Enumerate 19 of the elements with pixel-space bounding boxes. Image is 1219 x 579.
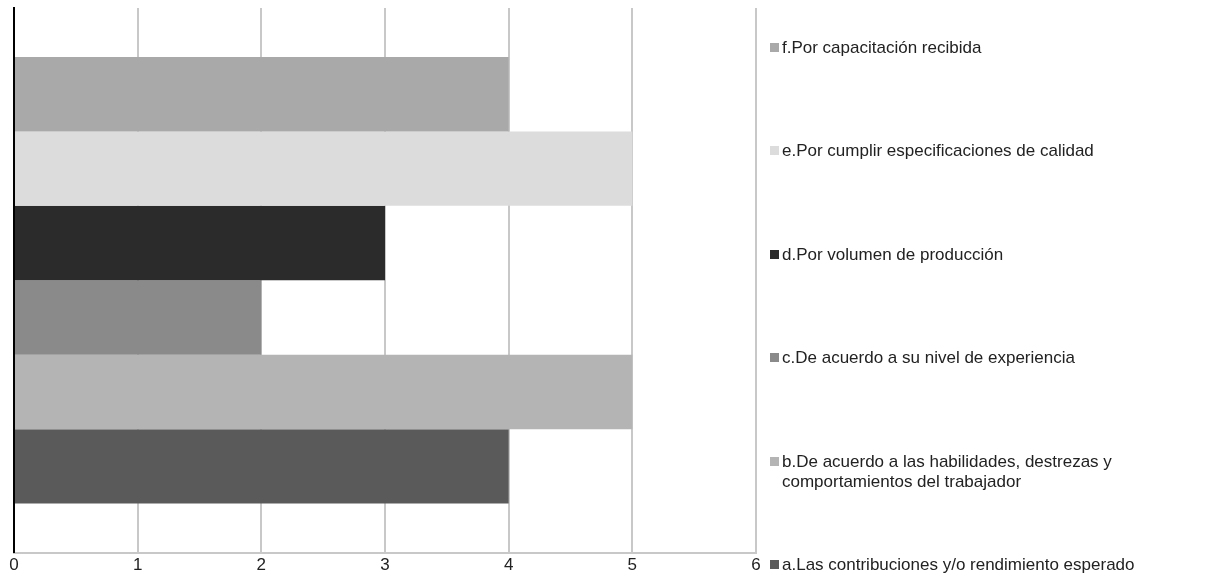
bar (15, 354, 633, 430)
bar (15, 205, 385, 281)
bar (15, 280, 262, 355)
legend-label: a.Las contribuciones y/o rendimiento esperado (782, 555, 1135, 575)
x-tick-label: 0 (9, 555, 19, 575)
x-tick-label: 3 (380, 555, 390, 575)
legend-label: f.Por capacitación recibida (782, 38, 982, 58)
x-tick-label: 2 (256, 555, 267, 575)
x-tick-label: 1 (132, 555, 143, 575)
x-tick-label: 4 (503, 555, 514, 575)
legend-label: c.De acuerdo a su nivel de experiencia (782, 348, 1075, 369)
legend-label: e.Por cumplir especificaciones de calidad (782, 141, 1094, 162)
bar (15, 131, 633, 206)
legend-label: b.De acuerdo a las habilidades, destrezas y comportamientos del trabajador (782, 451, 1113, 492)
x-tick-label: 5 (627, 555, 638, 575)
x-tick-label: 6 (751, 555, 761, 575)
legend-label: d.Por volumen de producción (782, 244, 1004, 265)
bar (15, 57, 509, 132)
bar (15, 429, 509, 504)
